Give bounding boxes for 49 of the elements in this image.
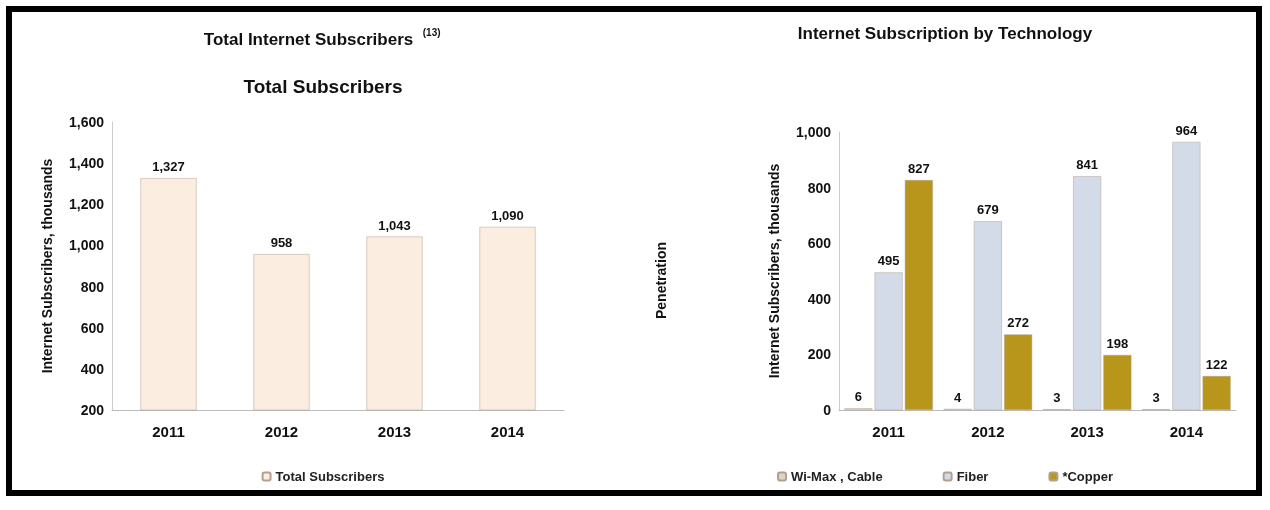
data-label: 964	[1175, 123, 1198, 139]
data-label: 272	[1007, 315, 1029, 331]
x-tick-label: 2014	[490, 423, 525, 440]
x-tick-label: 2012	[971, 423, 1005, 440]
data-label: 679	[977, 202, 999, 218]
data-label: 1,090	[491, 207, 524, 223]
y-tick-label: 1,600	[68, 114, 105, 130]
y-tick-label: 800	[807, 179, 832, 196]
data-label: 6	[854, 389, 862, 405]
x-tick-label: 2012	[264, 423, 299, 440]
data-label: 1,327	[152, 159, 185, 175]
chart-title: Total Internet Subscribers (13)	[203, 26, 441, 49]
data-label: 122	[1205, 357, 1228, 373]
y-tick-label: 1,000	[795, 124, 832, 140]
data-label: 198	[1106, 335, 1129, 351]
chart-subtitle: Total Subscribers	[243, 76, 403, 97]
x-tick-label: 2011	[872, 423, 905, 440]
bar	[1004, 334, 1033, 410]
y-tick-label: 400	[80, 360, 105, 377]
y-tick-label: 600	[807, 235, 832, 252]
x-tick-label: 2013	[377, 423, 412, 440]
data-label: 4	[954, 389, 963, 405]
legend-label: *Copper	[1062, 469, 1113, 484]
text: Penetration	[653, 242, 669, 320]
y-tick-label: 0	[823, 402, 832, 418]
y-tick-label: 1,200	[68, 196, 105, 213]
y-tick-label: 1,400	[68, 155, 105, 172]
y-axis-title: Internet Subscribers, thousands	[766, 163, 782, 379]
x-tick-label: 2014	[1169, 423, 1204, 440]
data-label: 3	[1152, 390, 1160, 406]
legend-label: Total Subscribers	[275, 469, 385, 484]
data-label: 3	[1053, 390, 1061, 406]
y-tick-label: 1,000	[68, 237, 105, 254]
legend-label: Fiber	[956, 469, 989, 484]
data-label: 495	[877, 253, 900, 269]
y-tick-label: 600	[80, 319, 105, 336]
legend-label: Wi-Max , Cable	[791, 469, 883, 484]
data-label: 1,043	[378, 217, 411, 233]
y-tick-label: 400	[807, 290, 832, 307]
x-tick-label: 2013	[1070, 423, 1104, 440]
data-label: 827	[908, 161, 930, 177]
y-tick-label: 800	[80, 278, 105, 295]
x-tick-label: 2011	[152, 423, 185, 440]
y-tick-label: 200	[807, 346, 832, 363]
y-tick-label: 200	[80, 402, 105, 418]
data-label: 841	[1076, 157, 1098, 173]
chart-title: Internet Subscription by Technology	[797, 23, 1093, 43]
y-axis-title: Internet Subscribers, thousands	[39, 158, 55, 374]
data-label: 958	[270, 235, 293, 251]
